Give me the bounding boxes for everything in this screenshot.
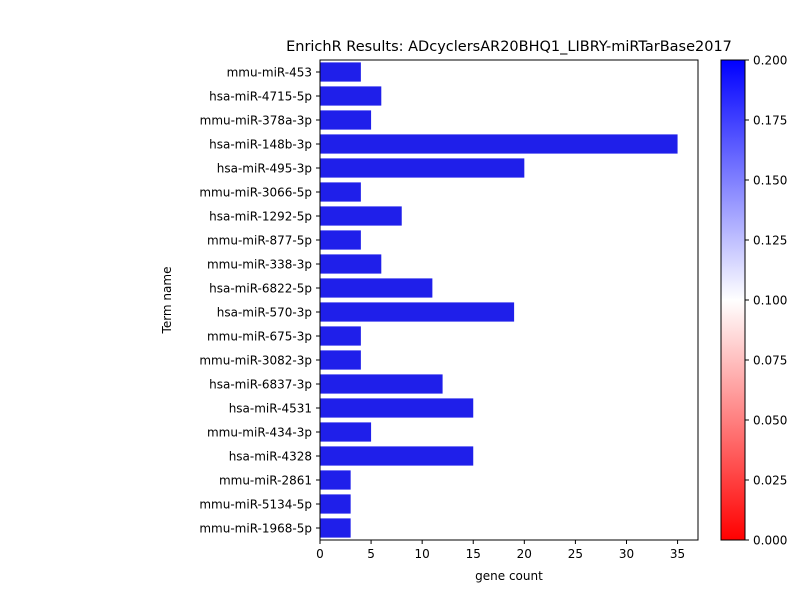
x-tick-label: 15: [466, 547, 481, 561]
y-tick-label: mmu-miR-338-3p: [207, 258, 312, 272]
y-tick-label: mmu-miR-2861: [219, 474, 312, 488]
bar: [320, 158, 525, 178]
y-tick-label: hsa-miR-148b-3p: [209, 138, 312, 152]
bar: [320, 470, 351, 490]
y-tick-label: hsa-miR-570-3p: [217, 306, 312, 320]
colorbar-tick-label: 0.175: [753, 114, 787, 128]
y-tick-label: mmu-miR-3082-3p: [199, 354, 312, 368]
y-tick-label: mmu-miR-378a-3p: [200, 114, 312, 128]
y-tick-label: mmu-miR-1968-5p: [199, 522, 312, 536]
y-tick-label: mmu-miR-877-5p: [207, 234, 312, 248]
bar: [320, 182, 361, 202]
bar: [320, 422, 372, 442]
colorbar-tick-label: 0.025: [753, 474, 787, 488]
colorbar-gradient: [720, 59, 746, 541]
colorbar-tick-label: 0.075: [753, 354, 787, 368]
bar: [320, 278, 433, 298]
x-tick-label: 20: [517, 547, 532, 561]
x-tick-label: 35: [670, 547, 685, 561]
bar: [320, 398, 474, 418]
colorbar-ticks: 0.000 0.025 0.050 0.075 0.100 0.125 0.150 0.175…: [745, 54, 787, 548]
colorbar-tick-label: 0.000: [753, 534, 787, 548]
bar: [320, 518, 351, 538]
x-tick-label: 10: [415, 547, 430, 561]
x-axis: 0 5 10 15 20 25 30 35: [316, 540, 685, 561]
bar: [320, 62, 361, 82]
y-tick-label: mmu-miR-434-3p: [207, 426, 312, 440]
plot-area-frame: [319, 59, 699, 541]
y-axis-label: Term name: [160, 267, 174, 335]
bar: [320, 374, 443, 394]
colorbar-tick-label: 0.200: [753, 54, 787, 68]
bars-group: [320, 62, 678, 538]
bar: [320, 494, 351, 514]
bar: [320, 230, 361, 250]
colorbar-tick-label: 0.050: [753, 414, 787, 428]
colorbar-tick-label: 0.100: [753, 294, 787, 308]
bar: [320, 86, 382, 106]
y-tick-label: mmu-miR-3066-5p: [199, 186, 312, 200]
bar: [320, 302, 515, 322]
x-axis-label: gene count: [475, 569, 543, 583]
colorbar-tick-label: 0.150: [753, 174, 787, 188]
bar: [320, 134, 678, 154]
bar: [320, 254, 382, 274]
bar: [320, 110, 372, 130]
x-tick-label: 0: [316, 547, 324, 561]
colorbar: 0.000 0.025 0.050 0.075 0.100 0.125 0.150 0.175…: [720, 54, 787, 548]
y-axis: mmu-miR-453 hsa-miR-4715-5p mmu-miR-378a-3…: [199, 66, 320, 536]
bar: [320, 206, 402, 226]
y-tick-label: hsa-miR-6822-5p: [209, 282, 312, 296]
y-tick-label: mmu-miR-5134-5p: [199, 498, 312, 512]
y-tick-label: hsa-miR-4531: [229, 402, 312, 416]
y-tick-label: hsa-miR-495-3p: [217, 162, 312, 176]
x-tick-label: 5: [367, 547, 375, 561]
bar: [320, 446, 474, 466]
bar: [320, 326, 361, 346]
colorbar-tick-label: 0.125: [753, 234, 787, 248]
x-tick-label: 25: [568, 547, 583, 561]
y-tick-label: hsa-miR-1292-5p: [209, 210, 312, 224]
x-tick-label: 30: [619, 547, 634, 561]
chart-title: EnrichR Results: ADcyclersAR20BHQ1_LIBRY…: [286, 39, 732, 55]
y-tick-label: hsa-miR-4328: [229, 450, 312, 464]
y-tick-label: mmu-miR-453: [227, 66, 312, 80]
y-tick-label: mmu-miR-675-3p: [207, 330, 312, 344]
bar: [320, 350, 361, 370]
y-tick-label: hsa-miR-4715-5p: [209, 90, 312, 104]
y-tick-label: hsa-miR-6837-3p: [209, 378, 312, 392]
